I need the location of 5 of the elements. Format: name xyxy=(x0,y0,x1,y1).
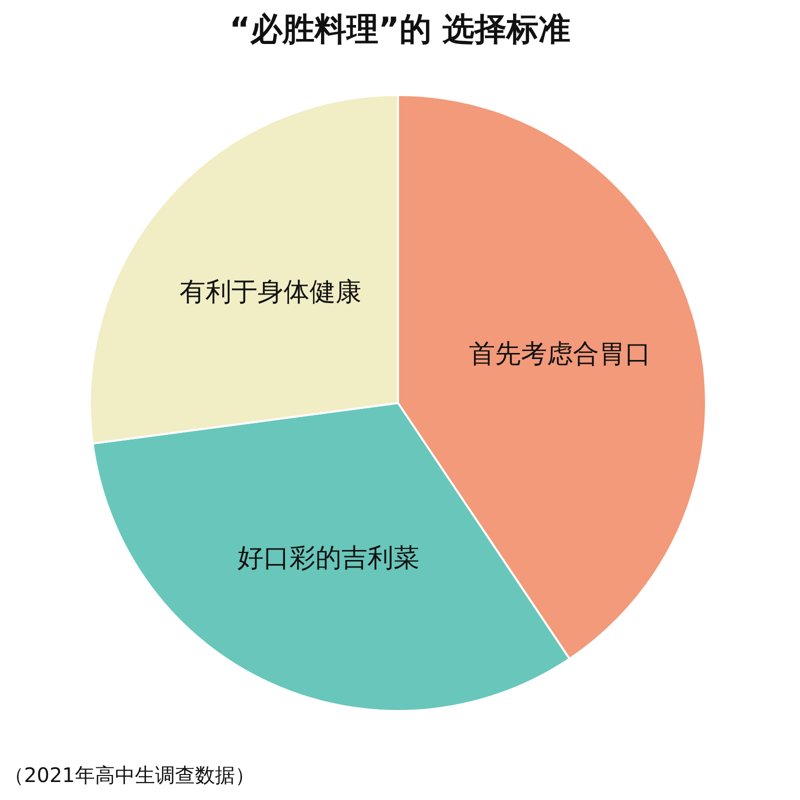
slice-label: 好口彩的吉利菜 xyxy=(237,543,420,574)
chart-title: “必胜料理”的 选择标准 xyxy=(229,10,571,48)
slice-label: 有利于身体健康 xyxy=(180,277,362,308)
text: （2021年高中生调查数据） xyxy=(4,763,255,787)
slice-label: 首先考虑合胃口 xyxy=(469,340,652,370)
